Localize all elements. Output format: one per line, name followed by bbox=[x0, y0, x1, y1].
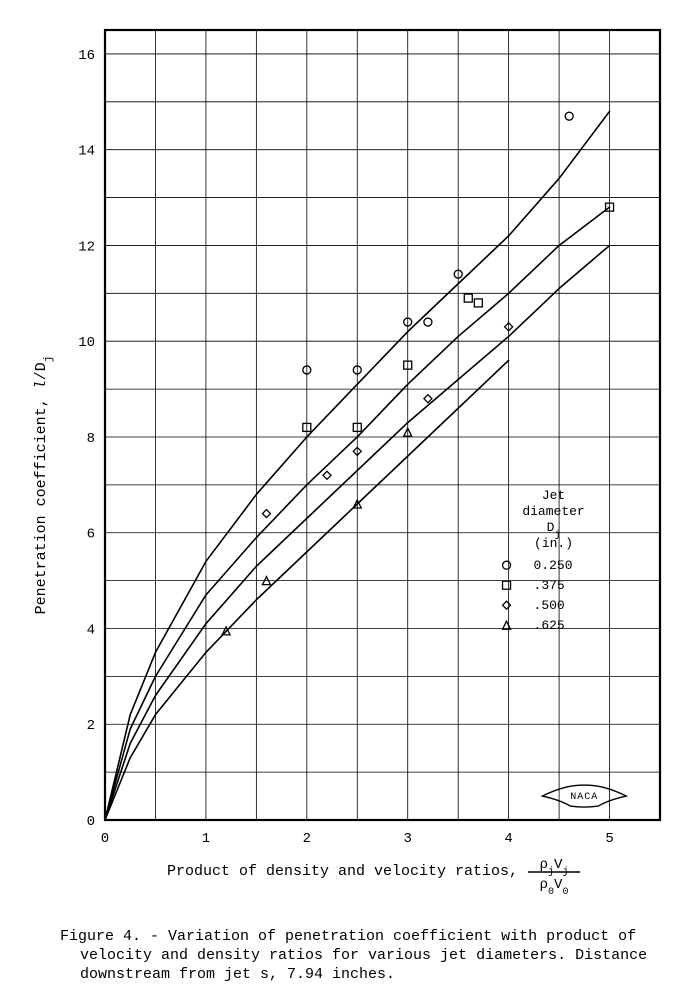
legend-item-label: 0.250 bbox=[534, 558, 573, 573]
legend-marker-triangle-icon bbox=[503, 621, 511, 629]
y-tick-label: 2 bbox=[87, 718, 95, 734]
marker-circle-icon bbox=[565, 112, 573, 120]
y-tick-label: 6 bbox=[87, 527, 95, 543]
marker-diamond-icon bbox=[424, 395, 432, 403]
legend-title-4: (in.) bbox=[534, 536, 573, 551]
x-tick-label: 2 bbox=[303, 831, 311, 847]
y-tick-label: 0 bbox=[87, 814, 95, 830]
marker-diamond-icon bbox=[323, 471, 331, 479]
caption-line-1: Figure 4. - Variation of penetration coe… bbox=[60, 928, 636, 945]
legend-title-1: Jet bbox=[542, 488, 565, 503]
x-axis-label: Product of density and velocity ratios, bbox=[167, 863, 518, 880]
legend-marker-diamond-icon bbox=[503, 601, 511, 609]
figure-caption: Figure 4. - Variation of penetration coe… bbox=[60, 928, 660, 984]
x-tick-label: 5 bbox=[605, 831, 613, 847]
y-axis-label: Penetration coefficient, l/Dj bbox=[33, 356, 55, 615]
x-axis-ratio-top: ρjVj bbox=[540, 857, 569, 878]
marker-circle-icon bbox=[424, 318, 432, 326]
legend-marker-square-icon bbox=[503, 581, 511, 589]
legend-item-label: .625 bbox=[534, 618, 565, 633]
caption-line-3: downstream from jet s, 7.94 inches. bbox=[60, 966, 660, 985]
marker-square-icon bbox=[474, 299, 482, 307]
x-tick-label: 1 bbox=[202, 831, 210, 847]
y-tick-label: 12 bbox=[78, 239, 95, 255]
naca-label: NACA bbox=[570, 792, 598, 803]
marker-square-icon bbox=[464, 294, 472, 302]
legend-item-label: .375 bbox=[534, 578, 565, 593]
caption-line-2: velocity and density ratios for various … bbox=[60, 947, 660, 966]
marker-diamond-icon bbox=[262, 510, 270, 518]
y-tick-label: 14 bbox=[78, 144, 95, 160]
legend-marker-circle-icon bbox=[503, 561, 511, 569]
page: 0123450246810121416Penetration coefficie… bbox=[0, 0, 686, 1001]
legend-item-label: .500 bbox=[534, 598, 565, 613]
axis-border bbox=[105, 30, 660, 820]
x-tick-label: 4 bbox=[504, 831, 512, 847]
x-tick-label: 0 bbox=[101, 831, 109, 847]
y-tick-label: 8 bbox=[87, 431, 95, 447]
x-tick-label: 3 bbox=[404, 831, 412, 847]
x-axis-ratio-bot: ρ0V0 bbox=[540, 877, 569, 898]
y-tick-label: 4 bbox=[87, 622, 95, 638]
y-tick-label: 10 bbox=[78, 335, 95, 351]
legend-title-2: diameter bbox=[522, 504, 584, 519]
y-tick-label: 16 bbox=[78, 48, 95, 64]
penetration-chart: 0123450246810121416Penetration coefficie… bbox=[0, 0, 686, 920]
